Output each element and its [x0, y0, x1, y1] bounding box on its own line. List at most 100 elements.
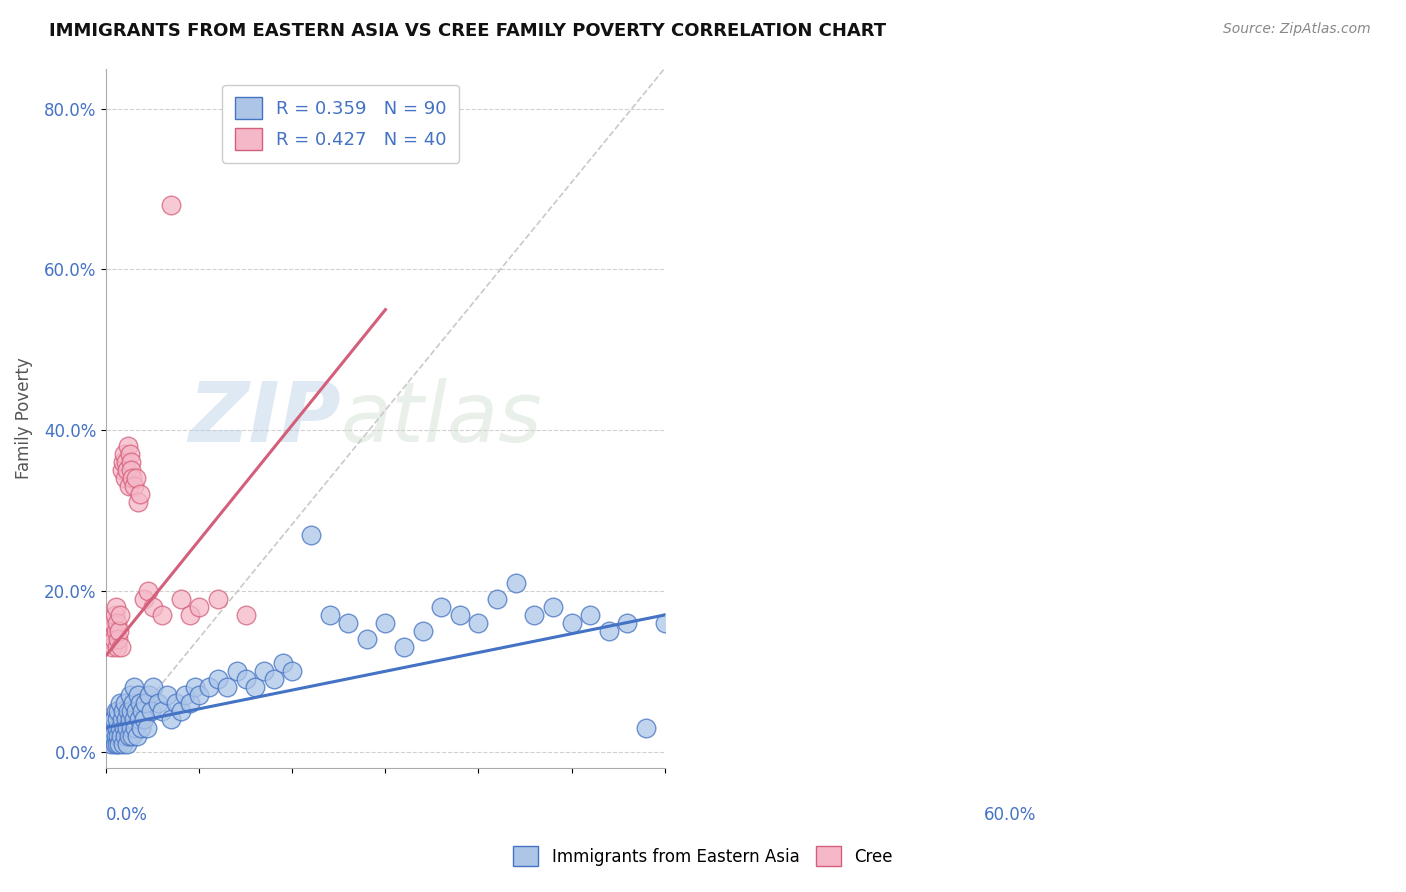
Point	[105, 721, 128, 735]
Point	[118, 447, 141, 461]
Point	[98, 729, 121, 743]
Point	[142, 599, 165, 614]
Point	[127, 495, 149, 509]
Point	[103, 713, 125, 727]
Point	[634, 721, 657, 735]
Point	[160, 198, 183, 212]
Point	[560, 615, 582, 630]
Point	[131, 705, 153, 719]
Point	[118, 729, 141, 743]
Point	[197, 681, 219, 695]
Legend: R = 0.359   N = 90, R = 0.427   N = 40: R = 0.359 N = 90, R = 0.427 N = 40	[222, 85, 460, 163]
Point	[110, 729, 132, 743]
Point	[107, 615, 129, 630]
Point	[129, 721, 152, 735]
Point	[174, 689, 197, 703]
Point	[120, 705, 142, 719]
Point	[115, 463, 138, 477]
Point	[263, 673, 285, 687]
Point	[179, 697, 201, 711]
Point	[142, 681, 165, 695]
Point	[188, 599, 211, 614]
Point	[104, 624, 127, 638]
Text: atlas: atlas	[340, 377, 543, 458]
Legend: Immigrants from Eastern Asia, Cree: Immigrants from Eastern Asia, Cree	[506, 839, 900, 873]
Point	[118, 689, 141, 703]
Point	[136, 721, 159, 735]
Point	[115, 721, 138, 735]
Point	[318, 607, 340, 622]
Text: 60.0%: 60.0%	[984, 806, 1036, 824]
Text: Source: ZipAtlas.com: Source: ZipAtlas.com	[1223, 22, 1371, 37]
Point	[122, 713, 145, 727]
Point	[112, 705, 135, 719]
Point	[114, 697, 136, 711]
Point	[125, 705, 148, 719]
Point	[120, 721, 142, 735]
Point	[110, 697, 132, 711]
Point	[107, 737, 129, 751]
Point	[523, 607, 546, 622]
Point	[374, 615, 396, 630]
Point	[110, 607, 132, 622]
Point	[118, 713, 141, 727]
Point	[105, 640, 128, 655]
Point	[112, 721, 135, 735]
Point	[467, 615, 489, 630]
Point	[132, 591, 155, 606]
Point	[217, 681, 239, 695]
Point	[108, 737, 131, 751]
Point	[579, 607, 602, 622]
Point	[337, 615, 360, 630]
Point	[156, 689, 179, 703]
Point	[121, 471, 143, 485]
Point	[179, 607, 201, 622]
Point	[299, 527, 322, 541]
Point	[449, 607, 471, 622]
Point	[430, 599, 453, 614]
Text: ZIP: ZIP	[188, 377, 340, 458]
Point	[654, 615, 676, 630]
Point	[112, 455, 135, 469]
Point	[271, 657, 294, 671]
Point	[101, 640, 124, 655]
Point	[207, 673, 229, 687]
Point	[127, 689, 149, 703]
Point	[107, 632, 129, 647]
Point	[170, 591, 193, 606]
Point	[541, 599, 564, 614]
Point	[101, 721, 124, 735]
Point	[412, 624, 434, 638]
Point	[117, 439, 139, 453]
Point	[112, 447, 135, 461]
Point	[139, 705, 162, 719]
Point	[146, 697, 169, 711]
Point	[616, 615, 638, 630]
Point	[128, 713, 150, 727]
Point	[253, 665, 276, 679]
Point	[98, 624, 121, 638]
Point	[245, 681, 267, 695]
Point	[118, 479, 141, 493]
Point	[120, 463, 142, 477]
Point	[225, 665, 247, 679]
Point	[114, 729, 136, 743]
Point	[235, 673, 257, 687]
Point	[150, 607, 173, 622]
Point	[112, 737, 135, 751]
Point	[115, 455, 138, 469]
Point	[107, 705, 129, 719]
Y-axis label: Family Poverty: Family Poverty	[15, 357, 32, 479]
Point	[128, 697, 150, 711]
Point	[117, 705, 139, 719]
Point	[125, 729, 148, 743]
Point	[115, 737, 138, 751]
Point	[110, 721, 132, 735]
Point	[107, 729, 129, 743]
Point	[281, 665, 304, 679]
Point	[132, 713, 155, 727]
Point	[110, 640, 132, 655]
Point	[120, 455, 142, 469]
Point	[104, 737, 127, 751]
Point	[188, 689, 211, 703]
